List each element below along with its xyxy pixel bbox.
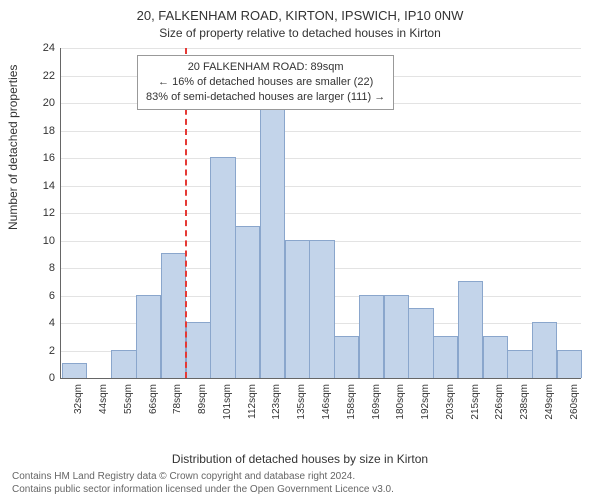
histogram-bar bbox=[433, 336, 458, 378]
gridline bbox=[61, 48, 581, 49]
x-tick-label: 146sqm bbox=[321, 384, 332, 420]
x-tick-label: 135sqm bbox=[296, 384, 307, 420]
x-tick-label: 226sqm bbox=[494, 384, 505, 420]
histogram-bar bbox=[359, 295, 384, 379]
x-tick-label: 32sqm bbox=[73, 384, 84, 414]
y-tick-label: 4 bbox=[49, 317, 55, 329]
y-tick-label: 22 bbox=[43, 70, 55, 82]
x-tick-label: 44sqm bbox=[98, 384, 109, 414]
histogram-bar bbox=[260, 102, 285, 378]
x-tick-label: 123sqm bbox=[271, 384, 282, 420]
histogram-bar bbox=[111, 350, 136, 379]
histogram-bar bbox=[186, 322, 211, 378]
histogram-bar bbox=[408, 308, 433, 378]
y-axis-label: Number of detached properties bbox=[6, 65, 20, 230]
footer-line-2: Contains public sector information licen… bbox=[12, 483, 394, 496]
y-tick-label: 12 bbox=[43, 207, 55, 219]
y-tick-label: 10 bbox=[43, 235, 55, 247]
x-tick-label: 66sqm bbox=[148, 384, 159, 414]
plot-area: 02468101214161820222432sqm44sqm55sqm66sq… bbox=[60, 48, 581, 379]
annotation-box: 20 FALKENHAM ROAD: 89sqm← 16% of detache… bbox=[137, 55, 394, 110]
histogram-bar bbox=[483, 336, 508, 378]
y-tick-label: 0 bbox=[49, 372, 55, 384]
annotation-line: 83% of semi-detached houses are larger (… bbox=[146, 90, 385, 105]
x-tick-label: 89sqm bbox=[197, 384, 208, 414]
x-tick-label: 101sqm bbox=[222, 384, 233, 420]
x-axis-label: Distribution of detached houses by size … bbox=[0, 452, 600, 466]
histogram-bar bbox=[507, 350, 532, 379]
annotation-line: ← 16% of detached houses are smaller (22… bbox=[146, 75, 385, 90]
histogram-bar bbox=[235, 226, 260, 378]
gridline bbox=[61, 158, 581, 159]
histogram-bar bbox=[309, 240, 334, 379]
gridline bbox=[61, 213, 581, 214]
y-tick-label: 24 bbox=[43, 42, 55, 54]
histogram-bar bbox=[532, 322, 557, 378]
x-tick-label: 169sqm bbox=[371, 384, 382, 420]
chart-container: 20, FALKENHAM ROAD, KIRTON, IPSWICH, IP1… bbox=[0, 0, 600, 500]
x-tick-label: 192sqm bbox=[420, 384, 431, 420]
y-tick-label: 6 bbox=[49, 290, 55, 302]
y-tick-label: 8 bbox=[49, 262, 55, 274]
y-tick-label: 16 bbox=[43, 152, 55, 164]
x-tick-label: 203sqm bbox=[445, 384, 456, 420]
gridline bbox=[61, 131, 581, 132]
y-tick-label: 2 bbox=[49, 345, 55, 357]
x-tick-label: 238sqm bbox=[519, 384, 530, 420]
x-tick-label: 112sqm bbox=[247, 384, 258, 419]
histogram-bar bbox=[136, 295, 161, 379]
x-tick-label: 260sqm bbox=[569, 384, 580, 420]
x-tick-label: 158sqm bbox=[346, 384, 357, 420]
histogram-bar bbox=[334, 336, 359, 378]
x-tick-label: 249sqm bbox=[544, 384, 555, 420]
histogram-bar bbox=[210, 157, 235, 378]
chart-title: 20, FALKENHAM ROAD, KIRTON, IPSWICH, IP1… bbox=[0, 8, 600, 23]
x-tick-label: 55sqm bbox=[123, 384, 134, 414]
x-tick-label: 78sqm bbox=[172, 384, 183, 414]
histogram-bar bbox=[62, 363, 87, 378]
histogram-bar bbox=[557, 350, 582, 379]
footer-line-1: Contains HM Land Registry data © Crown c… bbox=[12, 470, 394, 483]
histogram-bar bbox=[384, 295, 409, 379]
footer: Contains HM Land Registry data © Crown c… bbox=[12, 470, 394, 496]
annotation-line: 20 FALKENHAM ROAD: 89sqm bbox=[146, 60, 385, 75]
chart-subtitle: Size of property relative to detached ho… bbox=[0, 26, 600, 40]
histogram-bar bbox=[458, 281, 483, 378]
x-tick-label: 180sqm bbox=[395, 384, 406, 420]
x-tick-label: 215sqm bbox=[470, 384, 481, 420]
histogram-bar bbox=[161, 253, 186, 378]
histogram-bar bbox=[285, 240, 310, 379]
y-tick-label: 20 bbox=[43, 97, 55, 109]
gridline bbox=[61, 186, 581, 187]
y-tick-label: 18 bbox=[43, 125, 55, 137]
y-tick-label: 14 bbox=[43, 180, 55, 192]
